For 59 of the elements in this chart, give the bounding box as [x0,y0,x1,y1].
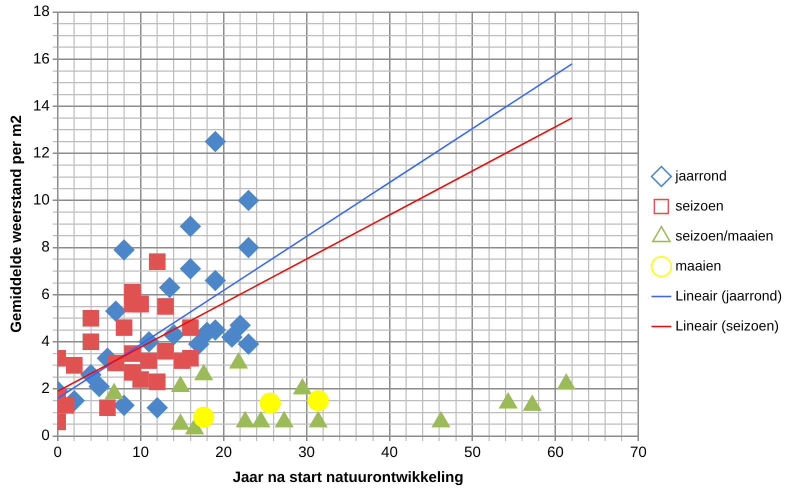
x-tick-label: 10 [132,444,149,462]
legend-label: jaarrond [674,167,727,184]
point [105,300,126,322]
point [140,352,158,369]
x-tick-label: 40 [381,444,398,462]
point [182,319,199,336]
y-tick-label: 18 [32,3,50,20]
legend-label: Lineair (seizoen) [675,317,779,334]
x-tick-label: 50 [464,444,481,462]
point [159,277,180,298]
point [204,270,226,292]
x-tick-label: 70 [630,444,647,462]
legend-label: Lineair (jaarrond) [675,287,782,304]
point [180,258,201,280]
point [221,326,242,348]
point [148,374,166,390]
point [157,298,174,315]
point [180,216,201,237]
point [116,319,132,336]
point [58,397,74,414]
y-tick-label: 14 [32,97,50,114]
y-tick-label: 12 [32,144,50,162]
point [114,394,135,416]
y-tick-label: 10 [32,192,50,209]
y-axis-title: Gemiddelde weerstand per m2 [8,115,26,333]
y-tick-label: 8 [41,238,50,256]
x-tick-label: 30 [298,444,315,462]
legend-label: maaien [675,257,722,274]
point [132,296,149,312]
point [157,342,174,360]
point [66,357,83,374]
point [238,237,259,258]
point [308,390,329,412]
point [132,371,149,388]
point [238,334,259,355]
legend-label: seizoen/maaien [675,227,774,244]
y-tick-label: 16 [32,50,50,68]
point [82,334,100,350]
point [260,392,281,414]
point [182,350,199,367]
point [146,397,168,418]
point [238,190,259,211]
point [230,314,251,336]
y-tick-label: 0 [41,427,50,444]
x-tick-label: 20 [215,444,232,462]
point [82,310,100,326]
point [204,131,226,152]
point [88,376,110,398]
point [148,253,166,270]
y-tick-label: 4 [41,332,50,350]
x-tick-label: 60 [547,444,564,462]
point [99,399,116,416]
point [193,406,214,428]
x-tick-label: 0 [54,444,62,462]
y-tick-label: 6 [41,286,50,303]
x-axis-title: Jaar na start natuurontwikkeling [232,469,464,486]
point [114,239,135,260]
legend-label: seizoen [675,197,724,214]
y-tick-label: 2 [41,380,50,398]
